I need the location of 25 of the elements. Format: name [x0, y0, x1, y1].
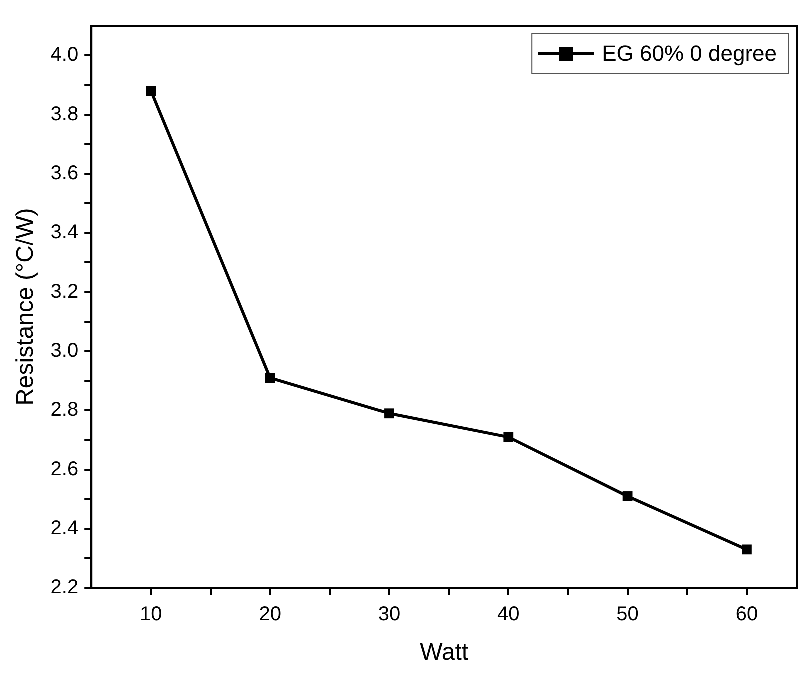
y-tick-label: 3.0: [50, 340, 79, 362]
x-tick-label: 10: [140, 604, 162, 626]
point: [146, 86, 156, 96]
x-tick-label: 60: [736, 604, 758, 626]
y-axis-title: Resistance (°C/W): [12, 208, 40, 406]
y-tick-label: 2.4: [50, 518, 79, 540]
x-tick-label: 30: [378, 604, 401, 626]
point: [742, 544, 752, 555]
point: [504, 432, 514, 442]
x-tick-label: 20: [259, 604, 282, 626]
x-axis-title: Watt: [420, 639, 469, 666]
x-tick-label: 50: [616, 604, 639, 626]
point: [265, 373, 276, 384]
y-tick-label: 2.8: [50, 399, 79, 422]
point: [622, 492, 633, 502]
point: [384, 408, 394, 419]
x-tick-label: 40: [498, 604, 520, 626]
y-tick-label: 3.8: [50, 103, 79, 126]
y-tick-label: 2.2: [50, 576, 79, 599]
legend-label: EG 60% 0 degree: [602, 41, 778, 66]
y-tick-label: 3.6: [50, 162, 79, 184]
y-tick-label: 4.0: [50, 44, 79, 66]
y-tick-label: 3.2: [50, 280, 79, 303]
y-tick-label: 3.4: [50, 222, 79, 244]
y-tick-label: 2.6: [50, 458, 79, 480]
